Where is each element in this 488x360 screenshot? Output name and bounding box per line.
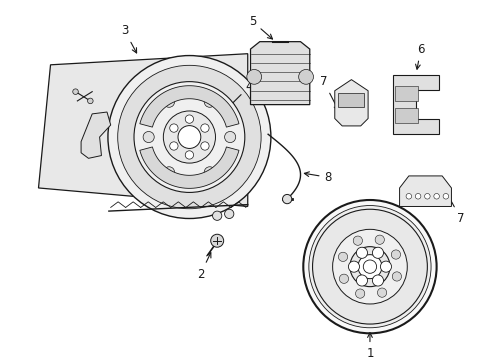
Circle shape: [433, 194, 439, 199]
Circle shape: [169, 124, 178, 132]
Circle shape: [347, 261, 359, 272]
Circle shape: [377, 288, 386, 297]
Circle shape: [339, 274, 348, 283]
Circle shape: [390, 250, 400, 259]
Circle shape: [163, 96, 174, 107]
Circle shape: [303, 200, 436, 333]
Circle shape: [356, 247, 367, 258]
Circle shape: [108, 55, 270, 219]
Text: 3: 3: [121, 24, 136, 53]
Polygon shape: [140, 147, 239, 188]
Text: 5: 5: [248, 15, 272, 39]
Text: 2: 2: [196, 253, 210, 280]
Circle shape: [414, 194, 420, 199]
Circle shape: [118, 65, 261, 209]
Circle shape: [349, 247, 389, 287]
Polygon shape: [140, 86, 239, 127]
Circle shape: [380, 261, 391, 272]
Circle shape: [212, 211, 222, 220]
Circle shape: [298, 69, 313, 84]
Circle shape: [201, 142, 209, 150]
Circle shape: [363, 260, 376, 273]
Polygon shape: [394, 108, 417, 123]
Circle shape: [356, 275, 367, 286]
Circle shape: [246, 69, 261, 84]
Circle shape: [357, 255, 381, 279]
Text: 1: 1: [366, 333, 373, 360]
Circle shape: [442, 194, 447, 199]
Circle shape: [169, 142, 178, 150]
Circle shape: [143, 131, 154, 143]
Circle shape: [134, 82, 244, 193]
Circle shape: [372, 275, 383, 286]
Circle shape: [282, 194, 291, 204]
Circle shape: [224, 209, 233, 219]
Circle shape: [210, 234, 223, 247]
Circle shape: [355, 289, 364, 298]
Polygon shape: [399, 176, 450, 207]
Circle shape: [178, 126, 201, 148]
Polygon shape: [39, 54, 247, 207]
Circle shape: [73, 89, 78, 94]
Polygon shape: [81, 112, 110, 158]
Circle shape: [185, 151, 193, 159]
Circle shape: [224, 131, 235, 143]
Circle shape: [352, 236, 362, 245]
Text: 4: 4: [229, 80, 253, 107]
Circle shape: [201, 124, 209, 132]
Circle shape: [374, 235, 384, 244]
Polygon shape: [250, 42, 309, 105]
Text: 8: 8: [304, 171, 331, 184]
Circle shape: [372, 247, 383, 258]
Circle shape: [391, 272, 401, 281]
Circle shape: [338, 252, 347, 261]
Text: 7: 7: [319, 75, 338, 110]
Text: 6: 6: [415, 42, 424, 69]
Circle shape: [332, 229, 407, 304]
Circle shape: [312, 209, 427, 324]
Circle shape: [204, 96, 215, 107]
Circle shape: [308, 206, 430, 328]
Circle shape: [87, 98, 93, 104]
Circle shape: [204, 167, 215, 178]
Circle shape: [405, 194, 411, 199]
Polygon shape: [338, 93, 364, 107]
Polygon shape: [392, 75, 439, 134]
Polygon shape: [394, 86, 417, 101]
Text: 7: 7: [445, 192, 464, 225]
Circle shape: [163, 167, 174, 178]
Circle shape: [163, 111, 215, 163]
Circle shape: [424, 194, 429, 199]
Circle shape: [185, 115, 193, 123]
Polygon shape: [334, 80, 367, 126]
